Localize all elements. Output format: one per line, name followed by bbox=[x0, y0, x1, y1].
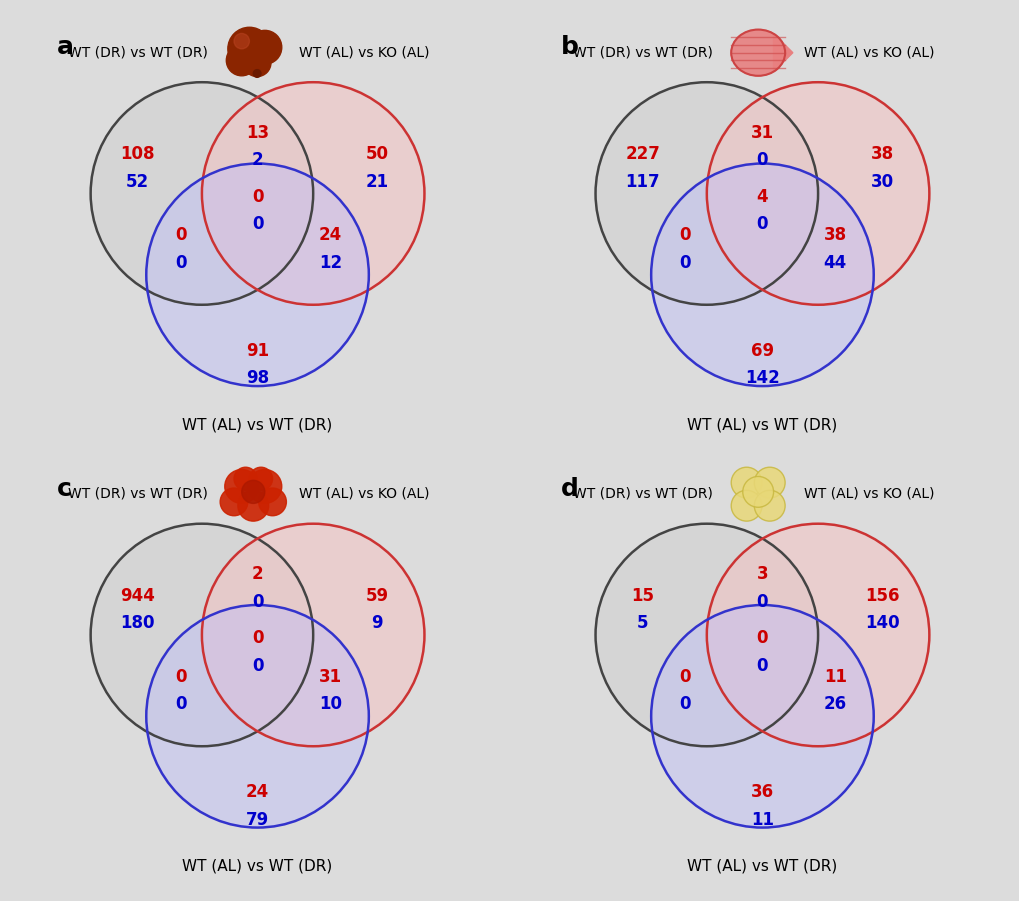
Text: a: a bbox=[56, 35, 73, 59]
Text: 38: 38 bbox=[870, 145, 893, 163]
Text: 15: 15 bbox=[631, 587, 653, 605]
Text: 69: 69 bbox=[750, 342, 773, 360]
Text: 91: 91 bbox=[246, 342, 269, 360]
Text: 108: 108 bbox=[120, 145, 155, 163]
Text: 24: 24 bbox=[318, 226, 341, 244]
Text: 98: 98 bbox=[246, 369, 269, 387]
Circle shape bbox=[146, 605, 369, 827]
Text: 156: 156 bbox=[864, 587, 899, 605]
Text: 0: 0 bbox=[252, 188, 263, 206]
Text: 117: 117 bbox=[625, 172, 659, 190]
Text: 13: 13 bbox=[246, 123, 269, 141]
Text: 0: 0 bbox=[174, 696, 186, 714]
Text: 52: 52 bbox=[126, 172, 149, 190]
Text: 0: 0 bbox=[252, 657, 263, 675]
Text: 0: 0 bbox=[174, 668, 186, 686]
Text: 36: 36 bbox=[750, 784, 773, 802]
Text: WT (DR) vs WT (DR): WT (DR) vs WT (DR) bbox=[572, 45, 712, 59]
Text: WT (DR) vs WT (DR): WT (DR) vs WT (DR) bbox=[67, 45, 208, 59]
Text: 21: 21 bbox=[366, 172, 388, 190]
Text: 0: 0 bbox=[252, 593, 263, 611]
Text: WT (AL) vs KO (AL): WT (AL) vs KO (AL) bbox=[299, 45, 429, 59]
Text: WT (AL) vs KO (AL): WT (AL) vs KO (AL) bbox=[803, 487, 933, 501]
Text: WT (AL) vs KO (AL): WT (AL) vs KO (AL) bbox=[803, 45, 933, 59]
Text: 0: 0 bbox=[756, 630, 767, 648]
Text: 26: 26 bbox=[822, 696, 846, 714]
Circle shape bbox=[595, 82, 817, 305]
Text: 11: 11 bbox=[823, 668, 846, 686]
Text: 180: 180 bbox=[120, 614, 155, 632]
Text: b: b bbox=[560, 35, 579, 59]
Circle shape bbox=[202, 523, 424, 746]
Text: WT (AL) vs KO (AL): WT (AL) vs KO (AL) bbox=[299, 487, 429, 501]
Text: 2: 2 bbox=[252, 151, 263, 169]
Text: 0: 0 bbox=[756, 215, 767, 233]
Text: WT (AL) vs WT (DR): WT (AL) vs WT (DR) bbox=[182, 417, 332, 432]
Text: 140: 140 bbox=[864, 614, 899, 632]
Text: 4: 4 bbox=[756, 188, 767, 206]
Text: 31: 31 bbox=[318, 668, 341, 686]
Text: 944: 944 bbox=[120, 587, 155, 605]
Text: 2: 2 bbox=[252, 565, 263, 583]
Text: 142: 142 bbox=[744, 369, 780, 387]
Text: 38: 38 bbox=[822, 226, 846, 244]
Text: c: c bbox=[56, 477, 71, 501]
Text: 3: 3 bbox=[756, 565, 767, 583]
Circle shape bbox=[146, 163, 369, 387]
Text: 0: 0 bbox=[679, 696, 691, 714]
Text: 24: 24 bbox=[246, 784, 269, 802]
Text: 0: 0 bbox=[756, 657, 767, 675]
Text: 12: 12 bbox=[318, 254, 341, 272]
Circle shape bbox=[706, 523, 928, 746]
Text: WT (AL) vs WT (DR): WT (AL) vs WT (DR) bbox=[182, 859, 332, 874]
Text: 0: 0 bbox=[252, 630, 263, 648]
Text: 30: 30 bbox=[870, 172, 893, 190]
Text: 9: 9 bbox=[371, 614, 383, 632]
Text: 10: 10 bbox=[319, 696, 341, 714]
Text: 0: 0 bbox=[174, 226, 186, 244]
Circle shape bbox=[595, 523, 817, 746]
Text: 31: 31 bbox=[750, 123, 773, 141]
Text: WT (DR) vs WT (DR): WT (DR) vs WT (DR) bbox=[572, 487, 712, 501]
Circle shape bbox=[706, 82, 928, 305]
Circle shape bbox=[650, 163, 873, 387]
Text: WT (DR) vs WT (DR): WT (DR) vs WT (DR) bbox=[67, 487, 208, 501]
Text: 44: 44 bbox=[822, 254, 846, 272]
Text: WT (AL) vs WT (DR): WT (AL) vs WT (DR) bbox=[687, 417, 837, 432]
Circle shape bbox=[91, 523, 313, 746]
Text: 0: 0 bbox=[756, 151, 767, 169]
Text: 0: 0 bbox=[252, 215, 263, 233]
Circle shape bbox=[202, 82, 424, 305]
Text: 0: 0 bbox=[174, 254, 186, 272]
Text: WT (AL) vs WT (DR): WT (AL) vs WT (DR) bbox=[687, 859, 837, 874]
Text: 50: 50 bbox=[366, 145, 388, 163]
Text: 0: 0 bbox=[679, 254, 691, 272]
Text: 227: 227 bbox=[625, 145, 659, 163]
Text: 0: 0 bbox=[679, 226, 691, 244]
Circle shape bbox=[650, 605, 873, 827]
Text: 0: 0 bbox=[679, 668, 691, 686]
Text: 5: 5 bbox=[636, 614, 648, 632]
Circle shape bbox=[91, 82, 313, 305]
Text: d: d bbox=[560, 477, 579, 501]
Text: 11: 11 bbox=[750, 811, 773, 829]
Text: 59: 59 bbox=[366, 587, 388, 605]
Text: 79: 79 bbox=[246, 811, 269, 829]
Text: 0: 0 bbox=[756, 593, 767, 611]
